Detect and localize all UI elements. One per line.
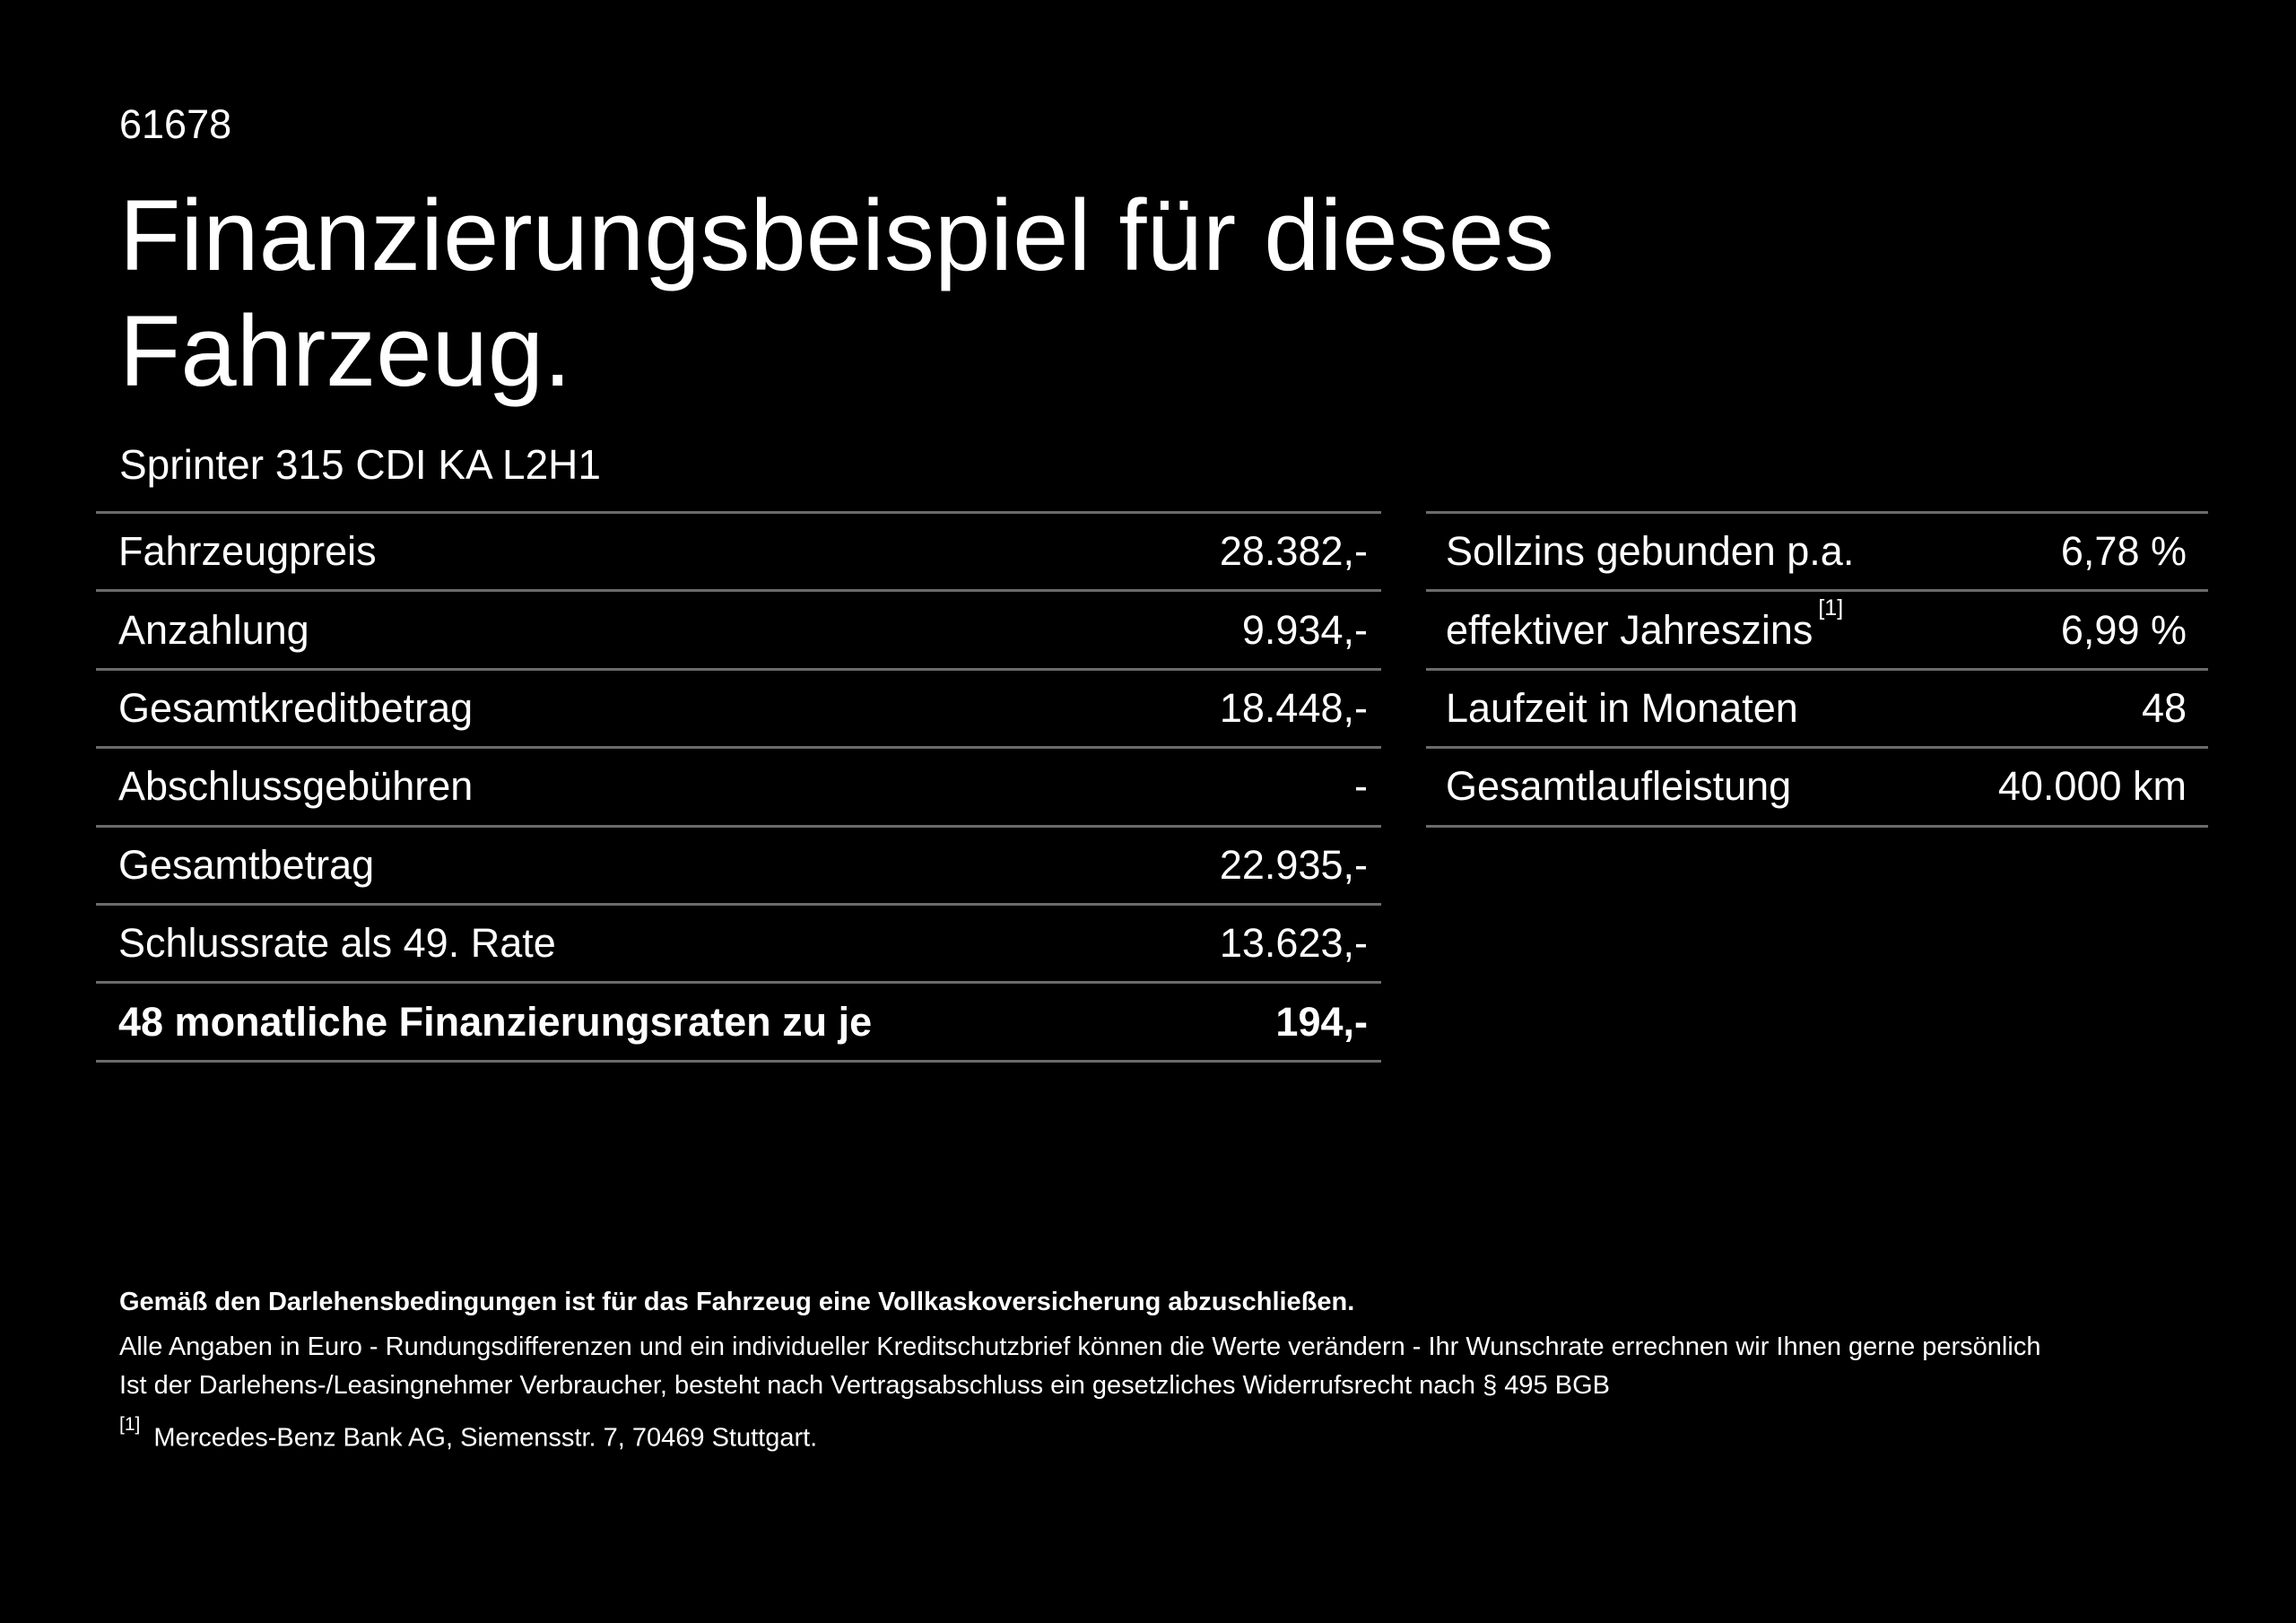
doc-number: 61678	[119, 101, 232, 147]
row-value: 6,78 %	[2060, 528, 2187, 575]
table-row: Abschlussgebühren -	[96, 746, 1381, 824]
row-label: Anzahlung	[118, 606, 309, 653]
row-value: 22.935,-	[1219, 841, 1368, 888]
table-row: Gesamtkreditbetrag 18.448,-	[96, 667, 1381, 746]
row-label: Sollzins gebunden p.a.	[1446, 528, 1855, 575]
row-label: Abschlussgebühren	[118, 763, 474, 810]
footnote-marker: [1]	[119, 1414, 141, 1435]
table-row: Schlussrate als 49. Rate 13.623,-	[96, 902, 1381, 981]
row-value: 9.934,-	[1241, 606, 1368, 653]
page-title-line1: Finanzierungsbeispiel für dieses	[119, 179, 1554, 291]
row-value: 28.382,-	[1219, 528, 1368, 575]
conditions-table: Sollzins gebunden p.a. 6,78 % effektiver…	[1426, 511, 2208, 828]
table-row: Anzahlung 9.934,-	[96, 589, 1381, 667]
row-label: Gesamtbetrag	[118, 841, 375, 888]
row-value: 194,-	[1275, 998, 1368, 1045]
footnote: [1] Mercedes-Benz Bank AG, Siemensstr. 7,…	[119, 1415, 818, 1453]
page-title: Finanzierungsbeispiel für dieses Fahrzeug…	[119, 178, 1554, 409]
disclaimer-line2: Ist der Darlehens-/Leasingnehmer Verbrau…	[119, 1371, 1610, 1400]
row-value: 48	[2141, 684, 2187, 731]
table-row: Gesamtlaufleistung 40.000 km	[1426, 746, 2208, 824]
footnote-text: Mercedes-Benz Bank AG, Siemensstr. 7, 70…	[153, 1423, 818, 1453]
row-label: 48 monatliche Finanzierungsraten zu je	[118, 998, 873, 1045]
table-row: Laufzeit in Monaten 48	[1426, 667, 2208, 746]
disclaimer-line1: Alle Angaben in Euro - Rundungsdifferenz…	[119, 1332, 2041, 1361]
row-value: 40.000 km	[1997, 763, 2187, 810]
table-row: effektiver Jahreszins [1] 6,99 %	[1426, 589, 2208, 667]
insurance-note: Gemäß den Darlehensbedingungen ist für d…	[119, 1288, 1355, 1316]
row-value: 13.623,-	[1219, 920, 1368, 967]
row-label: Schlussrate als 49. Rate	[118, 920, 556, 967]
row-label-text: effektiver Jahreszins	[1446, 606, 1813, 653]
vehicle-model: Sprinter 315 CDI KA L2H1	[119, 441, 601, 488]
finance-table: Fahrzeugpreis 28.382,- Anzahlung 9.934,-…	[96, 511, 1381, 1063]
row-label: effektiver Jahreszins [1]	[1446, 595, 1843, 654]
row-value: -	[1354, 763, 1368, 810]
row-value: 18.448,-	[1219, 684, 1368, 731]
row-label: Gesamtlaufleistung	[1446, 763, 1792, 810]
table-row: Sollzins gebunden p.a. 6,78 %	[1426, 511, 2208, 589]
table-row: Fahrzeugpreis 28.382,-	[96, 511, 1381, 589]
row-value: 6,99 %	[2060, 606, 2187, 653]
footnote-ref: [1]	[1818, 595, 1844, 621]
row-label: Laufzeit in Monaten	[1446, 684, 1798, 731]
page-title-line2: Fahrzeug.	[119, 295, 572, 407]
row-label: Gesamtkreditbetrag	[118, 684, 474, 731]
table-row: Gesamtbetrag 22.935,-	[96, 824, 1381, 903]
table-row-monthly-rate: 48 monatliche Finanzierungsraten zu je 1…	[96, 981, 1381, 1059]
row-label: Fahrzeugpreis	[118, 528, 377, 575]
